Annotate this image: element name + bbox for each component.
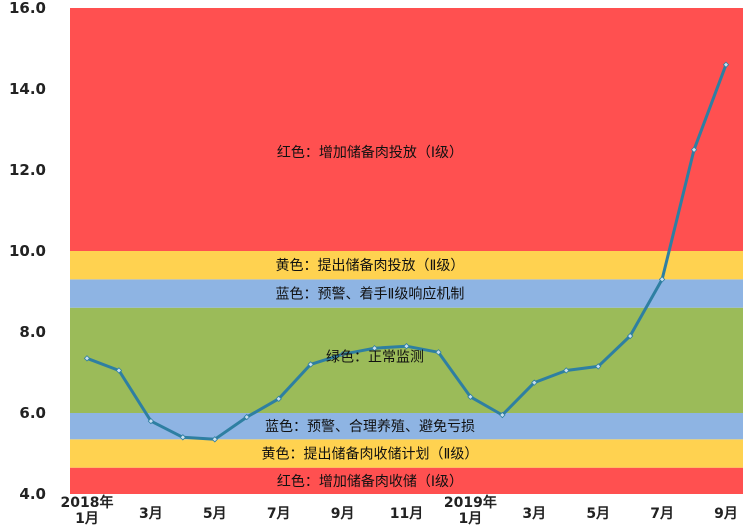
data-point	[211, 436, 218, 443]
data-point	[435, 349, 442, 356]
x-tick-label: 7月	[650, 506, 674, 522]
data-point	[531, 379, 538, 386]
band-label-5: 黄色：提出储备肉投放（Ⅱ级）	[276, 257, 465, 274]
x-tick-label: 7月	[267, 506, 291, 522]
y-tick-label: 4.0	[19, 485, 46, 503]
x-tick-label: 11月	[390, 506, 423, 522]
x-tick-label: 9月	[331, 506, 355, 522]
data-point	[83, 355, 91, 362]
x-tick-label: 5月	[203, 506, 227, 522]
band-6	[70, 8, 743, 251]
data-point	[690, 146, 698, 153]
x-tick-label: 1月	[459, 511, 483, 527]
x-tick-label: 9月	[714, 506, 738, 522]
band-4	[70, 279, 743, 308]
y-tick-label: 8.0	[19, 323, 46, 341]
data-point	[115, 367, 123, 374]
data-point	[243, 413, 250, 421]
data-point	[275, 395, 282, 402]
x-tick-label: 1月	[75, 511, 99, 527]
data-point	[403, 343, 410, 350]
band-labels: 红色：增加储备肉收储（Ⅰ级） 黄色：提出储备肉收储计划（Ⅱ级） 蓝色：预警、合理养殖…	[262, 144, 479, 490]
y-tick-label: 14.0	[9, 80, 46, 98]
price-markers	[83, 61, 730, 443]
data-point	[563, 367, 570, 374]
data-point	[371, 345, 378, 352]
data-point	[722, 61, 730, 68]
band-label-2: 蓝色：预警、合理养殖、避免亏损	[265, 418, 475, 435]
band-label-6: 红色：增加储备肉投放（Ⅰ级）	[277, 144, 463, 161]
x-tick-label: 5月	[586, 506, 610, 522]
y-tick-label: 12.0	[9, 161, 46, 179]
x-tick-label: 3月	[522, 506, 546, 522]
y-tick-label: 10.0	[9, 242, 46, 260]
x-tick-label: 2019年	[444, 494, 497, 511]
band-5	[70, 251, 743, 280]
data-point	[467, 393, 474, 400]
band-0	[70, 467, 743, 494]
y-tick-label: 16.0	[9, 0, 46, 17]
data-point	[499, 411, 506, 419]
band-label-3: 绿色：正常监测	[326, 348, 424, 365]
data-point	[595, 363, 602, 370]
data-point	[179, 434, 187, 441]
x-tick-label: 2018年	[61, 494, 114, 511]
band-label-4: 蓝色：预警、着手Ⅱ级响应机制	[276, 286, 465, 303]
data-point	[339, 351, 346, 358]
band-label-0: 红色：增加储备肉收储（Ⅰ级）	[277, 473, 463, 490]
band-3	[70, 307, 743, 413]
data-point	[147, 417, 155, 425]
data-point	[307, 361, 314, 368]
data-point	[626, 332, 634, 340]
threshold-bands	[70, 8, 743, 494]
data-point	[658, 276, 666, 283]
x-tick-label: 3月	[139, 506, 163, 522]
y-axis: 4.0 6.0 8.0 10.0 12.0 14.0 16.0	[9, 0, 46, 503]
band-label-1: 黄色：提出储备肉收储计划（Ⅱ级）	[262, 446, 479, 463]
y-tick-label: 6.0	[19, 404, 46, 422]
band-1	[70, 439, 743, 468]
